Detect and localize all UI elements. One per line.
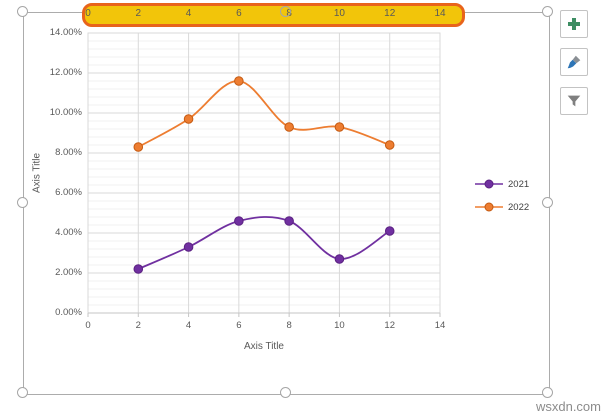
resize-handle-bottom-left[interactable]	[17, 387, 28, 398]
chart-filters-button[interactable]	[560, 87, 588, 115]
top-axis-tick-label: 0	[85, 8, 91, 19]
top-axis-tick-label: 4	[185, 8, 192, 19]
brush-icon	[567, 55, 581, 69]
x-tick-label: 2	[135, 320, 141, 331]
filter-icon	[567, 95, 581, 107]
legend-swatch-line-marker	[475, 179, 503, 189]
top-axis-tick-label: 12	[384, 8, 396, 19]
top-axis-tick-label: 10	[333, 8, 345, 19]
resize-handle-top-right[interactable]	[542, 6, 553, 17]
resize-handle-top-center[interactable]	[280, 6, 291, 17]
data-point-2021[interactable]	[334, 254, 345, 264]
watermark: wsxdn.com	[535, 399, 601, 414]
resize-handle-top-left[interactable]	[17, 6, 28, 17]
y-tick-label: 8.00%	[55, 147, 82, 158]
data-point-2021[interactable]	[384, 226, 395, 236]
x-tick-label: 8	[286, 320, 292, 331]
data-point-2022[interactable]	[284, 122, 294, 132]
data-point-2021[interactable]	[234, 216, 244, 226]
x-tick-label: 14	[434, 320, 446, 331]
chart-selection-border	[23, 12, 550, 395]
resize-handle-bottom-right[interactable]	[542, 387, 553, 398]
data-point-2021[interactable]	[284, 216, 294, 226]
y-tick-label: 12.00%	[49, 67, 82, 78]
data-point-2021[interactable]	[183, 242, 194, 252]
y-tick-label: 0.00%	[55, 307, 82, 318]
x-tick-label: 0	[85, 320, 91, 331]
chart-styles-button[interactable]	[560, 48, 588, 76]
legend[interactable]: 2021 2022	[474, 178, 529, 224]
plus-icon	[568, 18, 580, 30]
data-point-2021[interactable]	[133, 264, 144, 274]
legend-label: 2022	[508, 201, 530, 213]
data-point-2022[interactable]	[384, 140, 395, 150]
y-tick-label: 10.00%	[49, 107, 82, 118]
y-tick-label: 14.00%	[49, 27, 82, 38]
top-axis-tick-label: 14	[434, 8, 446, 19]
chart-elements-button[interactable]	[560, 10, 588, 38]
top-axis-tick-label: 6	[236, 8, 242, 19]
x-tick-label: 6	[236, 320, 242, 331]
resize-handle-middle-right[interactable]	[542, 197, 553, 208]
data-point-2022[interactable]	[234, 76, 244, 86]
data-point-2022[interactable]	[334, 122, 345, 132]
highlighted-top-axis[interactable]	[82, 3, 465, 27]
data-point-2022[interactable]	[133, 142, 144, 152]
data-point-2022[interactable]	[183, 114, 194, 124]
x-tick-label: 10	[334, 320, 345, 331]
legend-entry-2022[interactable]: 2022	[474, 201, 529, 213]
legend-entry-2021[interactable]: 2021	[474, 178, 529, 190]
y-tick-label: 6.00%	[55, 187, 82, 198]
legend-swatch-line-marker	[475, 202, 503, 212]
x-tick-label: 4	[185, 320, 192, 331]
y-tick-label: 4.00%	[55, 227, 82, 238]
top-axis-tick-label: 2	[135, 8, 142, 19]
y-tick-label: 2.00%	[55, 267, 82, 278]
legend-label: 2021	[508, 178, 530, 190]
resize-handle-middle-left[interactable]	[17, 197, 28, 208]
x-axis-title[interactable]: Axis Title	[243, 341, 284, 352]
x-tick-label: 12	[384, 320, 395, 331]
resize-handle-bottom-center[interactable]	[280, 387, 291, 398]
